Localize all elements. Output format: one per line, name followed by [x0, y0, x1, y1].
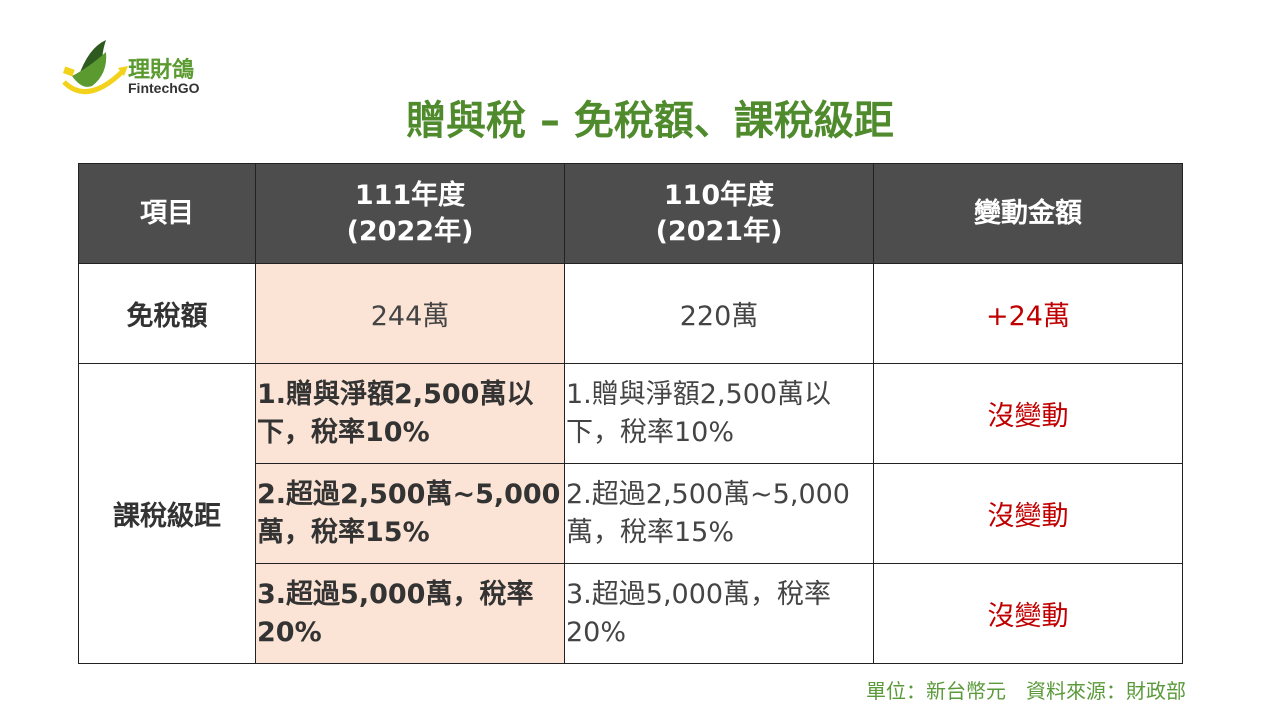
cell-2022: 3.超過5,000萬，稅率20%	[255, 563, 565, 664]
row-label: 課稅級距	[78, 363, 256, 664]
logo-name: 理財鴿	[128, 58, 195, 83]
header-item: 項目	[78, 163, 256, 264]
logo-name-en: FintechGO	[128, 80, 200, 96]
page-title: 贈與稅 – 免稅額、課稅級距	[406, 98, 894, 144]
cell-2021: 220萬	[564, 263, 874, 364]
dove-icon	[62, 40, 128, 94]
cell-2021: 1.贈與淨額2,500萬以下，稅率10%	[564, 363, 874, 464]
table-row: 2.超過2,500萬~5,000萬，稅率15% 2.超過2,500萬~5,000…	[79, 463, 1183, 564]
cell-2021: 3.超過5,000萬，稅率20%	[564, 563, 874, 664]
cell-2021: 2.超過2,500萬~5,000萬，稅率15%	[564, 463, 874, 564]
logo	[58, 38, 228, 104]
table-row: 3.超過5,000萬，稅率20% 3.超過5,000萬，稅率20% 沒變動	[79, 563, 1183, 664]
tax-table: 項目 111年度 (2022年) 110年度 (2021年) 變動金額 免稅額 24…	[78, 163, 1183, 664]
cell-2022: 2.超過2,500萬~5,000萬，稅率15%	[255, 463, 565, 564]
cell-change: 沒變動	[873, 463, 1183, 564]
cell-change: 沒變動	[873, 563, 1183, 664]
source-note: 單位：新台幣元 資料來源：財政部	[866, 679, 1186, 703]
cell-change: 沒變動	[873, 363, 1183, 464]
header-change: 變動金額	[873, 163, 1183, 264]
table-row: 課稅級距 1.贈與淨額2,500萬以下，稅率10% 1.贈與淨額2,500萬以下…	[78, 363, 1183, 664]
cell-change: +24萬	[873, 263, 1183, 364]
header-2021: 110年度 (2021年)	[564, 163, 874, 264]
cell-2022: 1.贈與淨額2,500萬以下，稅率10%	[255, 363, 565, 464]
header-2022: 111年度 (2022年)	[255, 163, 565, 264]
header-row: 項目 111年度 (2022年) 110年度 (2021年) 變動金額	[78, 163, 1183, 264]
cell-2022: 244萬	[255, 263, 565, 364]
row-label: 免稅額	[78, 263, 256, 364]
table-row: 免稅額 244萬 220萬 +24萬	[78, 263, 1183, 364]
